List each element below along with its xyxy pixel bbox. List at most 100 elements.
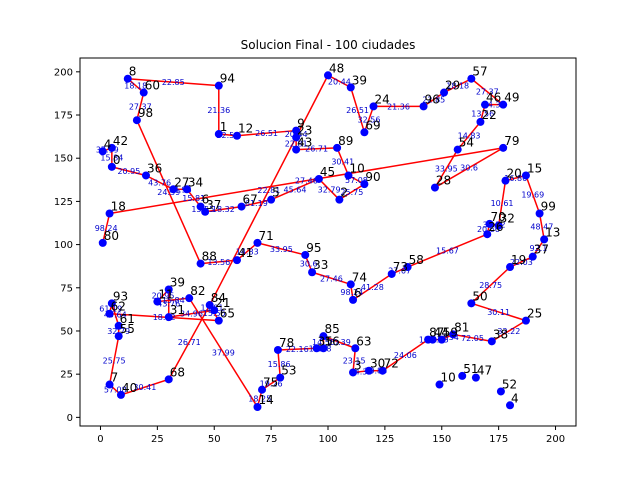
city-label: 82 xyxy=(190,284,205,298)
city-label: 35 xyxy=(318,334,333,348)
city-label: 2 xyxy=(340,186,348,200)
city-label: 31 xyxy=(170,303,185,317)
distance-label: 25.75 xyxy=(103,356,126,365)
distance-label: 18.25 xyxy=(248,394,271,403)
city-label: 4 xyxy=(511,391,519,405)
city-point xyxy=(346,83,355,92)
city-point xyxy=(98,147,107,156)
distance-label: 27.46 xyxy=(295,177,318,186)
city-label: 52 xyxy=(502,377,517,391)
route-segment xyxy=(111,166,147,177)
city-label: 73 xyxy=(393,260,408,274)
plot-frame xyxy=(79,57,577,427)
city-point xyxy=(351,344,360,353)
distance-label: 27.37 xyxy=(476,88,499,97)
distance-label: 22.03 xyxy=(510,258,533,267)
distance-label: 92.1 xyxy=(530,244,548,253)
city-point xyxy=(153,297,162,306)
distance-label: 26.71 xyxy=(178,338,201,347)
distance-label: 21.36 xyxy=(207,106,230,115)
city-point xyxy=(267,195,276,204)
route-segment xyxy=(491,319,527,342)
city-point xyxy=(237,202,246,211)
city-point xyxy=(205,301,214,310)
city-point xyxy=(437,335,446,344)
city-label: 23 xyxy=(297,123,312,137)
city-label: 43 xyxy=(297,136,312,150)
city-point xyxy=(196,202,205,211)
route-segment xyxy=(453,333,492,343)
city-point xyxy=(453,145,462,154)
city-label: 39 xyxy=(170,276,185,290)
distance-label: 37.99 xyxy=(96,146,119,155)
distance-label: 37.99 xyxy=(212,349,235,358)
distance-label: 22.85 xyxy=(162,78,185,87)
distance-label: 14.83 xyxy=(458,132,481,141)
city-label: 68 xyxy=(170,365,185,379)
city-label: 51 xyxy=(463,362,478,376)
city-points xyxy=(98,71,549,411)
route-segment xyxy=(136,92,145,121)
city-point xyxy=(164,313,173,322)
distance-label: 98.24 xyxy=(95,224,118,233)
city-point xyxy=(378,366,387,375)
city-label: 67 xyxy=(243,193,258,207)
distance-label: 26.51 xyxy=(255,129,278,138)
y-tick-label: 200 xyxy=(54,67,73,78)
city-point xyxy=(301,250,310,259)
city-label: 33 xyxy=(313,258,328,272)
distance-label: 30.11 xyxy=(487,308,510,317)
city-label: 89 xyxy=(338,134,353,148)
city-label: 60 xyxy=(145,79,160,93)
distance-label: 44.36 xyxy=(350,368,373,377)
city-label: 3 xyxy=(354,358,362,372)
city-point xyxy=(182,185,191,194)
distance-label: 15.86 xyxy=(268,360,291,369)
route-segment xyxy=(538,213,545,240)
city-label: 8 xyxy=(129,65,137,79)
city-point xyxy=(344,171,353,180)
city-label: 12 xyxy=(238,122,253,136)
distance-label: 45.64 xyxy=(284,185,307,194)
distance-label: 20.66 xyxy=(477,225,500,234)
y-tick-label: 75 xyxy=(60,283,73,294)
distance-label: 43.76 xyxy=(157,299,180,308)
city-label: 11 xyxy=(158,288,173,302)
x-tick-label: 0 xyxy=(97,434,103,445)
y-tick-label: 0 xyxy=(67,413,73,424)
distance-label: 30.6 xyxy=(300,260,318,269)
city-point xyxy=(467,299,476,308)
city-point xyxy=(501,176,510,185)
route-segment xyxy=(209,74,329,306)
distance-label: 33.95 xyxy=(270,245,293,254)
city-label: 88 xyxy=(202,250,217,264)
city-label: 36 xyxy=(147,161,162,175)
city-label: 7 xyxy=(111,371,119,385)
route-segment xyxy=(145,174,174,190)
distance-label: 33.95 xyxy=(435,165,458,174)
distance-label: 10.61 xyxy=(491,199,514,208)
city-label: 0 xyxy=(113,153,121,167)
city-label: 45 xyxy=(320,165,335,179)
city-point xyxy=(107,162,116,171)
city-label: 84 xyxy=(211,291,226,305)
city-point xyxy=(123,74,132,83)
city-point xyxy=(499,143,508,152)
city-point xyxy=(98,238,107,247)
distance-label: 98.24 xyxy=(340,288,363,297)
city-label: 20 xyxy=(506,167,521,181)
route-segment xyxy=(109,312,219,322)
city-label: 29 xyxy=(445,79,460,93)
route-segment xyxy=(157,297,190,303)
city-point xyxy=(132,116,141,125)
city-point xyxy=(196,259,205,268)
distance-label: 61.19 xyxy=(245,199,268,208)
city-label: 96 xyxy=(425,92,440,106)
city-point xyxy=(360,180,369,189)
route-segment xyxy=(407,233,488,268)
city-label: 85 xyxy=(324,322,339,336)
route-segment xyxy=(336,147,350,176)
city-label: 62 xyxy=(111,300,126,314)
route-segment xyxy=(318,178,340,201)
